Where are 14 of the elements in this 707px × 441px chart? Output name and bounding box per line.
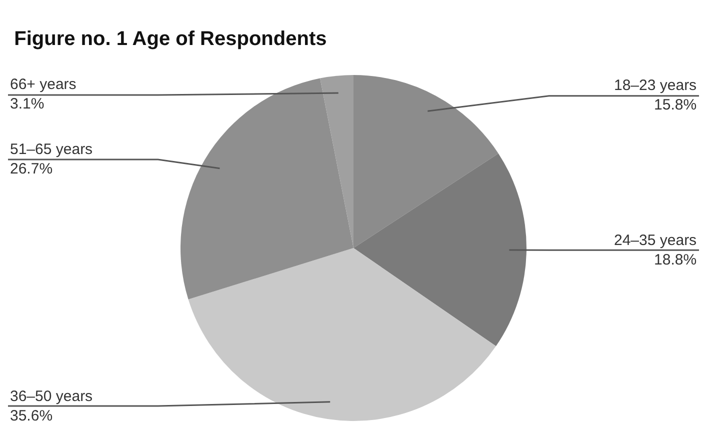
data-label: 18.8%	[654, 252, 697, 268]
data-label: 15.8%	[654, 96, 697, 114]
slice-label: 66+ years	[10, 76, 76, 93]
slice-label: 18–23 years	[614, 77, 697, 94]
data-label: 3.1%	[10, 96, 44, 112]
data-label: 26.7%	[10, 160, 53, 178]
data-label: 35.6%	[10, 408, 53, 424]
slice-label: 24–35 years	[614, 232, 697, 249]
slice-label: 51–65 years	[10, 141, 93, 158]
chart-title: Figure no. 1 Age of Respondents	[14, 28, 327, 50]
pie-slice	[354, 153, 526, 346]
pie-slice	[188, 248, 496, 421]
slice-label: 36–50 years	[10, 388, 93, 405]
pie-slice	[320, 75, 354, 248]
